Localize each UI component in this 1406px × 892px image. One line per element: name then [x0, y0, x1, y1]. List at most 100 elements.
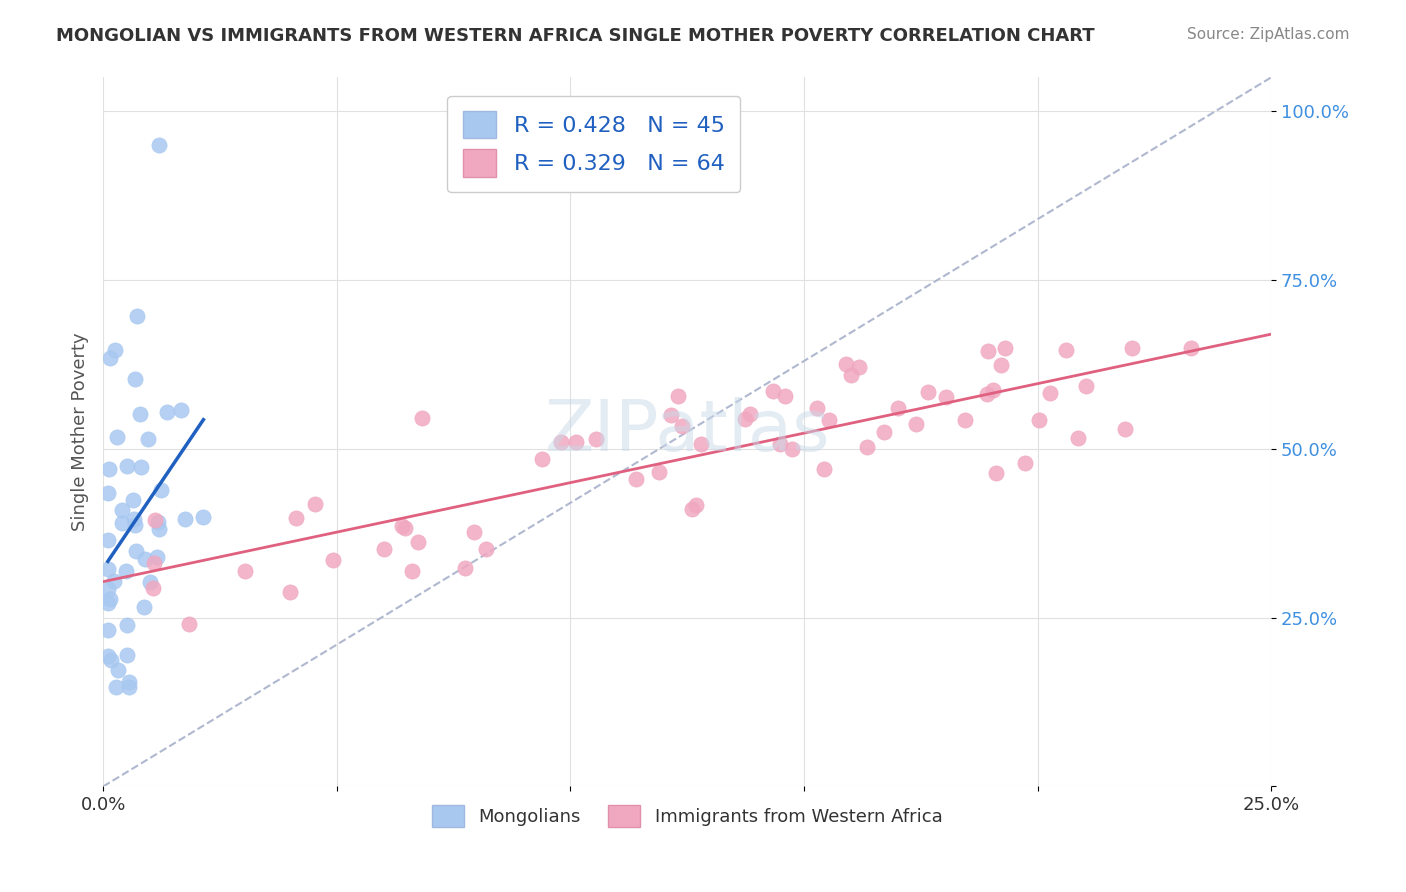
Point	[156, 405, 179, 419]
Point	[550, 434, 572, 449]
Point	[394, 521, 416, 535]
Point	[97, 648, 120, 663]
Point	[1074, 379, 1097, 393]
Point	[454, 561, 477, 575]
Point	[463, 524, 485, 539]
Point	[661, 409, 683, 423]
Point	[839, 368, 862, 382]
Point	[97, 485, 120, 500]
Point	[285, 511, 308, 525]
Point	[740, 408, 762, 422]
Point	[391, 519, 413, 533]
Point	[773, 389, 796, 403]
Point	[780, 442, 803, 456]
Point	[1180, 341, 1202, 355]
Point	[97, 562, 120, 576]
Point	[136, 432, 159, 446]
Point	[100, 351, 122, 366]
Point	[145, 549, 167, 564]
Point	[990, 358, 1012, 372]
Point	[127, 309, 149, 323]
Point	[624, 472, 647, 486]
Point	[531, 451, 554, 466]
Point	[142, 581, 165, 595]
Point	[97, 582, 120, 596]
Point	[690, 436, 713, 450]
Point	[148, 138, 170, 153]
Point	[806, 401, 828, 415]
Point	[322, 553, 344, 567]
Point	[125, 543, 148, 558]
Point	[955, 413, 977, 427]
Text: MONGOLIAN VS IMMIGRANTS FROM WESTERN AFRICA SINGLE MOTHER POVERTY CORRELATION CH: MONGOLIAN VS IMMIGRANTS FROM WESTERN AFR…	[56, 27, 1095, 45]
Point	[304, 496, 326, 510]
Point	[143, 513, 166, 527]
Point	[97, 596, 120, 610]
Point	[1014, 456, 1036, 470]
Point	[411, 411, 433, 425]
Point	[143, 556, 166, 570]
Point	[115, 458, 138, 473]
Point	[139, 575, 162, 590]
Point	[111, 503, 134, 517]
Point	[905, 417, 928, 431]
Point	[129, 459, 152, 474]
Text: Source: ZipAtlas.com: Source: ZipAtlas.com	[1187, 27, 1350, 42]
Point	[100, 653, 122, 667]
Point	[177, 617, 200, 632]
Point	[401, 564, 423, 578]
Point	[585, 433, 607, 447]
Point	[193, 510, 215, 524]
Y-axis label: Single Mother Poverty: Single Mother Poverty	[72, 333, 89, 532]
Point	[1114, 422, 1136, 436]
Point	[148, 522, 170, 536]
Point	[114, 565, 136, 579]
Point	[373, 542, 395, 557]
Point	[97, 533, 120, 548]
Point	[681, 502, 703, 516]
Point	[1039, 385, 1062, 400]
Point	[917, 385, 939, 400]
Point	[647, 465, 669, 479]
Point	[122, 511, 145, 525]
Point	[98, 462, 121, 476]
Point	[685, 498, 707, 512]
Text: ZIPatlas: ZIPatlas	[544, 398, 830, 467]
Point	[98, 591, 121, 606]
Point	[105, 430, 128, 444]
Point	[873, 425, 896, 439]
Point	[124, 372, 146, 386]
Point	[128, 408, 150, 422]
Point	[835, 357, 858, 371]
Point	[103, 574, 125, 588]
Legend: Mongolians, Immigrants from Western Africa: Mongolians, Immigrants from Western Afri…	[425, 797, 950, 834]
Point	[935, 390, 957, 404]
Point	[107, 663, 129, 677]
Point	[124, 517, 146, 532]
Point	[104, 343, 127, 357]
Point	[1028, 413, 1050, 427]
Point	[117, 618, 139, 632]
Point	[813, 462, 835, 476]
Point	[118, 680, 141, 694]
Point	[734, 412, 756, 426]
Point	[134, 600, 156, 615]
Point	[986, 466, 1008, 480]
Point	[122, 493, 145, 508]
Point	[97, 623, 120, 637]
Point	[406, 534, 429, 549]
Point	[666, 389, 689, 403]
Point	[1121, 341, 1143, 355]
Point	[977, 343, 1000, 358]
Point	[173, 512, 195, 526]
Point	[1054, 343, 1077, 358]
Point	[981, 384, 1004, 398]
Point	[671, 419, 693, 434]
Point	[769, 436, 792, 450]
Point	[134, 552, 156, 566]
Point	[1067, 432, 1090, 446]
Point	[475, 542, 498, 557]
Point	[994, 341, 1017, 355]
Point	[104, 680, 127, 694]
Point	[149, 483, 172, 497]
